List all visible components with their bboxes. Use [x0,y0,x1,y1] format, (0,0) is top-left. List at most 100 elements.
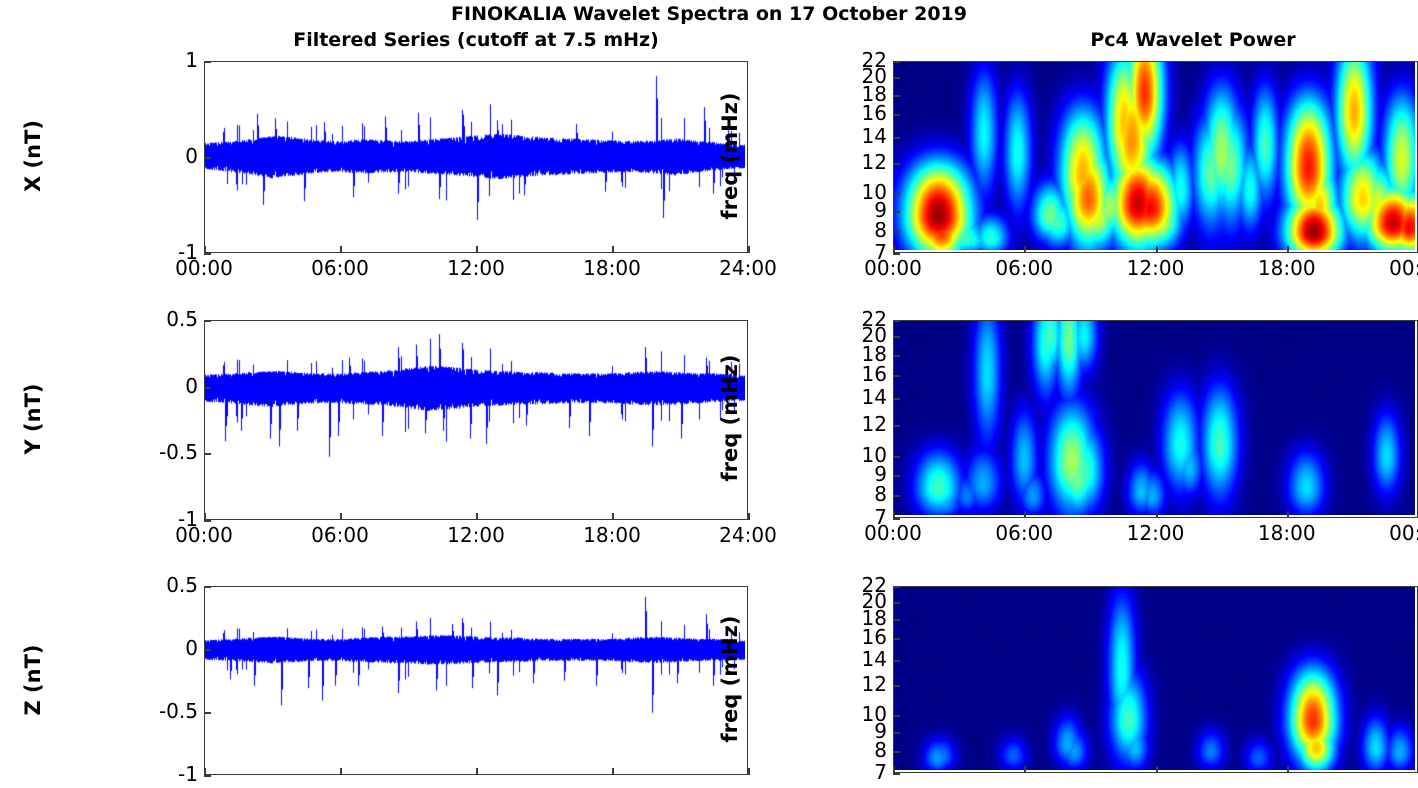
xtick-mark-x-pc4-wavelet-power-3 [1287,246,1289,253]
ytick-label-y-pc4-wavelet-power-1: 20 [861,323,887,348]
xtick-mark-y-filtered-series-2 [476,513,478,520]
xtick-mark-y-filtered-series-1 [340,513,342,520]
xtick-mark-z-pc4-wavelet-power-1 [1024,766,1026,773]
ytick-label-y-pc4-wavelet-power-2: 18 [861,341,887,366]
xtick-mark-z-pc4-wavelet-power-2 [1156,766,1158,773]
xtick-label-y-filtered-series-4: 24:00 [719,523,777,547]
ytick-mark-y-filtered-series-0 [204,320,211,322]
ytick-mark-z-pc4-wavelet-power-0 [893,586,900,588]
ytick-mark-x-pc4-wavelet-power-3 [893,114,900,116]
ytick-label-z-filtered-series-3: -1 [178,762,198,786]
ytick-mark-z-pc4-wavelet-power-2 [893,619,900,621]
ytick-mark-x-pc4-wavelet-power-6 [893,193,900,195]
ytick-label-y-pc4-wavelet-power-4: 14 [861,385,887,410]
ytick-label-x-pc4-wavelet-power-8: 8 [874,217,887,242]
ytick-mark-x-pc4-wavelet-power-2 [893,95,900,97]
ytick-mark-z-filtered-series-1 [204,649,211,651]
ytick-mark-y-pc4-wavelet-power-9 [893,518,900,520]
ytick-label-z-pc4-wavelet-power-3: 16 [861,625,887,649]
ytick-mark-y-pc4-wavelet-power-7 [893,475,900,477]
ytick-label-x-pc4-wavelet-power-3: 16 [861,101,887,126]
plot-panel-z-pc4-wavelet-power [893,586,1418,773]
xtick-mark-x-filtered-series-1 [340,246,342,253]
xtick-mark-y-pc4-wavelet-power-2 [1156,511,1158,518]
ytick-mark-x-pc4-wavelet-power-1 [893,77,900,79]
xtick-mark-y-filtered-series-0 [204,513,206,520]
ytick-label-y-filtered-series-1: 0 [185,373,198,398]
ytick-label-x-pc4-wavelet-power-4: 14 [861,123,887,148]
ytick-label-x-pc4-wavelet-power-5: 12 [861,149,887,174]
ytick-label-y-pc4-wavelet-power-0: 22 [861,307,887,331]
xtick-mark-z-filtered-series-0 [204,768,206,775]
plot-area-y-pc4-wavelet-power [894,321,1415,515]
plot-panel-y-filtered-series [204,320,748,520]
ylabel-x-filtered-series: X (nT) [21,120,45,192]
xtick-mark-y-pc4-wavelet-power-0 [893,511,895,518]
xtick-mark-x-pc4-wavelet-power-0 [893,246,895,253]
ylabel-y-filtered-series: Y (nT) [21,383,45,455]
ytick-mark-x-pc4-wavelet-power-5 [893,163,900,165]
ytick-mark-z-pc4-wavelet-power-6 [893,715,900,717]
plot-area-z-filtered-series [205,587,745,772]
xtick-label-y-pc4-wavelet-power-2: 12:00 [1126,521,1185,545]
xtick-mark-y-pc4-wavelet-power-3 [1287,511,1289,518]
xtick-mark-z-pc4-wavelet-power-0 [893,766,895,773]
ytick-mark-y-pc4-wavelet-power-1 [893,336,900,338]
xtick-mark-y-pc4-wavelet-power-1 [1024,511,1026,518]
ytick-mark-x-pc4-wavelet-power-7 [893,211,900,213]
ytick-label-z-pc4-wavelet-power-2: 18 [861,605,887,630]
xtick-label-y-pc4-wavelet-power-3: 18:00 [1257,521,1316,545]
ytick-label-x-pc4-wavelet-power-7: 9 [874,197,887,222]
xtick-label-x-filtered-series-1: 06:00 [311,256,369,280]
xtick-label-y-pc4-wavelet-power-4: 00:00 [1389,521,1418,545]
ytick-label-x-pc4-wavelet-power-6: 10 [861,180,887,205]
ytick-label-y-pc4-wavelet-power-8: 8 [874,481,887,506]
xtick-label-x-filtered-series-0: 00:00 [175,256,233,280]
ytick-mark-x-pc4-wavelet-power-0 [893,61,900,63]
plot-area-x-filtered-series [205,62,745,250]
plot-panel-x-filtered-series [204,61,748,253]
ytick-label-z-pc4-wavelet-power-0: 22 [861,573,887,597]
ytick-label-y-filtered-series-2: -0.5 [158,440,198,465]
ytick-label-x-filtered-series-2: -1 [178,240,198,264]
ytick-label-z-pc4-wavelet-power-6: 10 [861,701,887,726]
ylabel-y-pc4-wavelet-power: freq (mHz) [718,354,742,482]
ytick-mark-y-pc4-wavelet-power-5 [893,425,900,427]
ytick-label-y-pc4-wavelet-power-7: 9 [874,461,887,486]
ytick-mark-z-pc4-wavelet-power-4 [893,660,900,662]
ytick-label-x-pc4-wavelet-power-2: 18 [861,81,887,106]
ytick-mark-y-pc4-wavelet-power-0 [893,320,900,322]
ytick-mark-y-pc4-wavelet-power-6 [893,456,900,458]
ytick-mark-z-pc4-wavelet-power-3 [893,638,900,640]
xtick-mark-x-pc4-wavelet-power-2 [1156,246,1158,253]
xtick-label-y-pc4-wavelet-power-0: 00:00 [864,521,922,545]
ytick-label-x-pc4-wavelet-power-1: 20 [861,63,887,88]
ytick-mark-y-pc4-wavelet-power-3 [893,375,900,377]
right-column-title: Pc4 Wavelet Power [1090,29,1296,51]
ytick-label-z-pc4-wavelet-power-8: 8 [874,738,887,763]
ytick-mark-z-pc4-wavelet-power-9 [893,773,900,775]
xtick-mark-x-filtered-series-2 [476,246,478,253]
ytick-label-y-filtered-series-0: 0.5 [166,307,198,331]
ytick-label-z-pc4-wavelet-power-4: 14 [861,646,887,671]
ytick-label-y-pc4-wavelet-power-5: 12 [861,411,887,436]
ytick-mark-y-filtered-series-3 [204,520,211,522]
ytick-label-z-pc4-wavelet-power-1: 20 [861,588,887,613]
ytick-mark-z-pc4-wavelet-power-5 [893,685,900,687]
ytick-mark-x-pc4-wavelet-power-9 [893,253,900,255]
xtick-label-x-pc4-wavelet-power-1: 06:00 [995,256,1054,280]
ytick-label-z-pc4-wavelet-power-9: 7 [874,760,887,784]
xtick-label-x-filtered-series-3: 18:00 [583,256,641,280]
xtick-label-y-filtered-series-2: 12:00 [447,523,505,547]
ytick-label-y-pc4-wavelet-power-9: 7 [874,505,887,529]
ytick-mark-y-filtered-series-2 [204,453,211,455]
figure-suptitle: FINOKALIA Wavelet Spectra on 17 October … [451,3,967,25]
xtick-label-y-filtered-series-0: 00:00 [175,523,233,547]
ytick-mark-y-filtered-series-1 [204,387,211,389]
ytick-mark-y-pc4-wavelet-power-4 [893,398,900,400]
ytick-label-y-pc4-wavelet-power-3: 16 [861,362,887,387]
xtick-label-x-pc4-wavelet-power-0: 00:00 [864,256,922,280]
xtick-label-y-filtered-series-3: 18:00 [583,523,641,547]
xtick-mark-z-filtered-series-1 [340,768,342,775]
